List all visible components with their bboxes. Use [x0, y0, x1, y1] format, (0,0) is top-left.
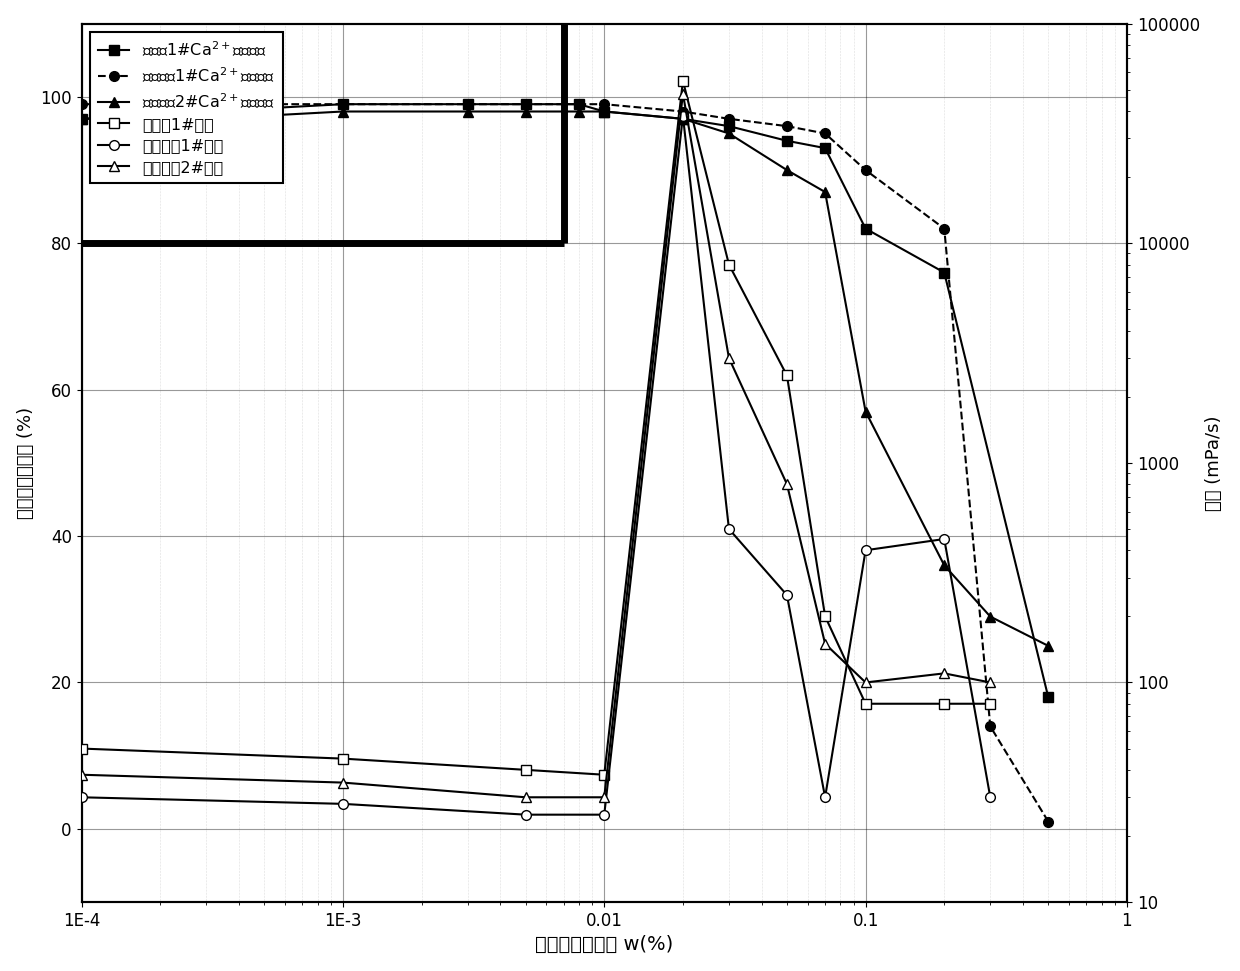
Y-axis label: 钙离子利用效率 (%): 钙离子利用效率 (%)	[16, 407, 35, 519]
X-axis label: 氯化钙质量浓度 w(%): 氯化钙质量浓度 w(%)	[536, 935, 673, 954]
Y-axis label: 粘度 (mPa/s): 粘度 (mPa/s)	[1205, 416, 1224, 511]
Legend: 科密欧1#Ca$^{2+}$利用效率, 海藻明月1#Ca$^{2+}$利用效率, 海藻明月2#Ca$^{2+}$利用效率, 科密欧1#粘度, 海藻明月1#粘度,: 科密欧1#Ca$^{2+}$利用效率, 海藻明月1#Ca$^{2+}$利用效率,…	[89, 32, 283, 183]
